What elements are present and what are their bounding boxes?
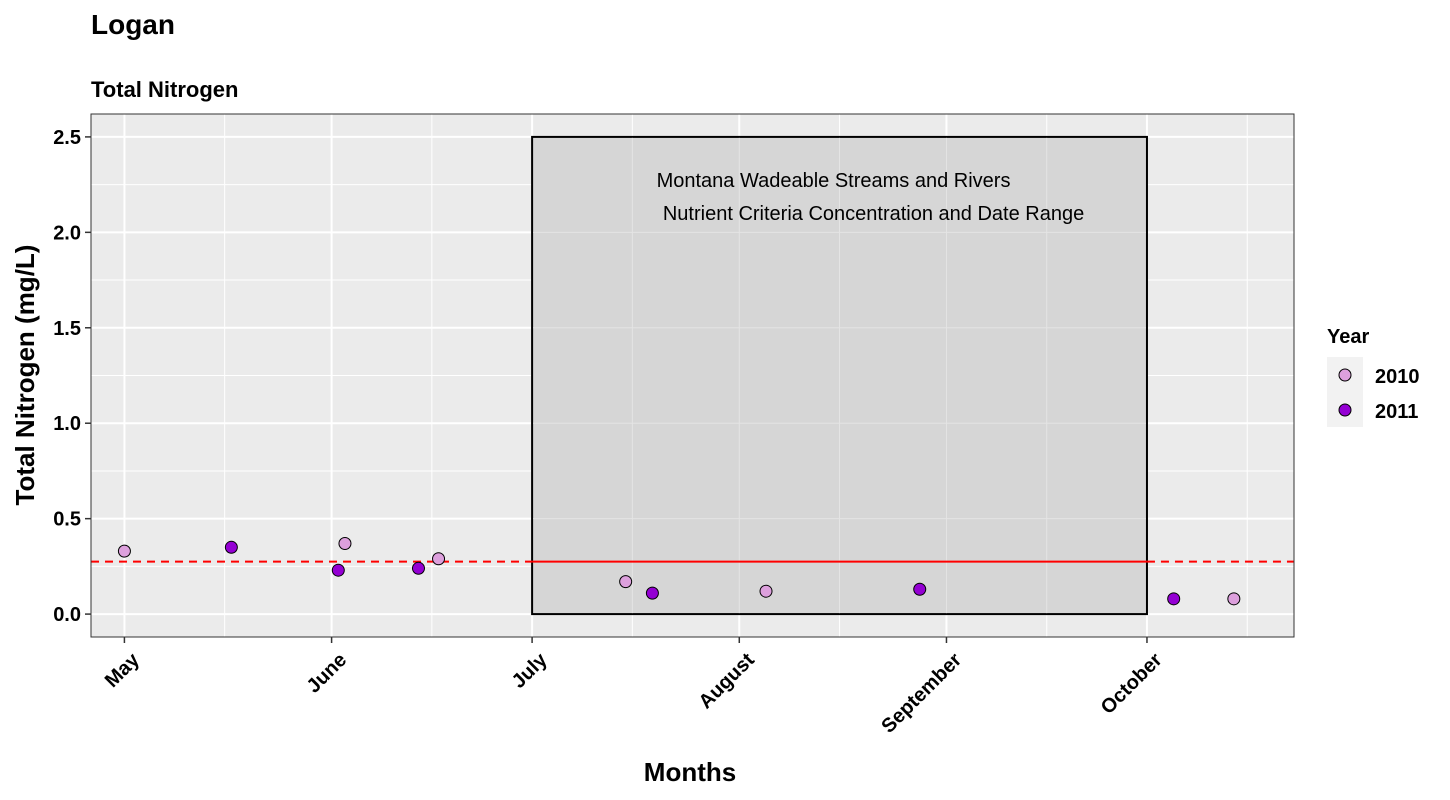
- y-axis: 0.0 0.5 1.0 1.5 2.0 2.5: [53, 127, 91, 626]
- data-points: [117, 536, 1241, 606]
- criteria-annotation-line-2: Nutrient Criteria Concentration and Date…: [663, 203, 1084, 225]
- data-point-2011: [913, 582, 927, 596]
- x-tick-label: August: [695, 649, 760, 714]
- data-point-2011: [411, 561, 425, 575]
- legend-label-2011: 2011: [1375, 401, 1418, 423]
- y-tick-label: 2.5: [53, 127, 81, 149]
- plot-panel-border: [90, 113, 1295, 638]
- data-point-2011: [331, 563, 345, 577]
- data-point-2010: [1227, 592, 1241, 606]
- legend-key-2010: [1338, 368, 1352, 382]
- x-tick-label: September: [877, 649, 966, 738]
- data-point-2010: [338, 536, 352, 550]
- legend-key-2011: [1338, 403, 1352, 417]
- y-axis-title: Total Nitrogen (mg/L): [10, 245, 40, 506]
- criteria-annotation-line-1: Montana Wadeable Streams and Rivers: [657, 170, 1011, 192]
- data-point-2010: [759, 584, 773, 598]
- legend: Year 2010 2011: [1327, 326, 1420, 427]
- y-tick-label: 0.5: [53, 509, 81, 531]
- data-point-2010: [619, 575, 633, 589]
- chart-subtitle: Total Nitrogen: [91, 77, 238, 102]
- x-axis-title: Months: [644, 757, 736, 787]
- y-tick-label: 1.0: [53, 413, 81, 435]
- x-axis: May June July August September October: [101, 637, 1167, 738]
- chart-title: Logan: [91, 9, 175, 40]
- y-tick-label: 1.5: [53, 318, 81, 340]
- data-point-2010: [432, 552, 446, 566]
- x-tick-label: October: [1097, 649, 1167, 719]
- data-point-2011: [1167, 592, 1181, 606]
- data-point-2011: [224, 540, 238, 554]
- y-tick-label: 2.0: [53, 222, 81, 244]
- y-tick-label: 0.0: [53, 604, 81, 626]
- x-tick-label: July: [508, 648, 552, 692]
- data-point-2011: [645, 586, 659, 600]
- x-tick-label: June: [303, 649, 352, 698]
- criteria-box-grid: [533, 137, 1146, 614]
- data-point-2010: [117, 544, 131, 558]
- legend-label-2010: 2010: [1375, 366, 1420, 388]
- legend-title: Year: [1327, 326, 1369, 348]
- x-tick-label: May: [101, 648, 145, 692]
